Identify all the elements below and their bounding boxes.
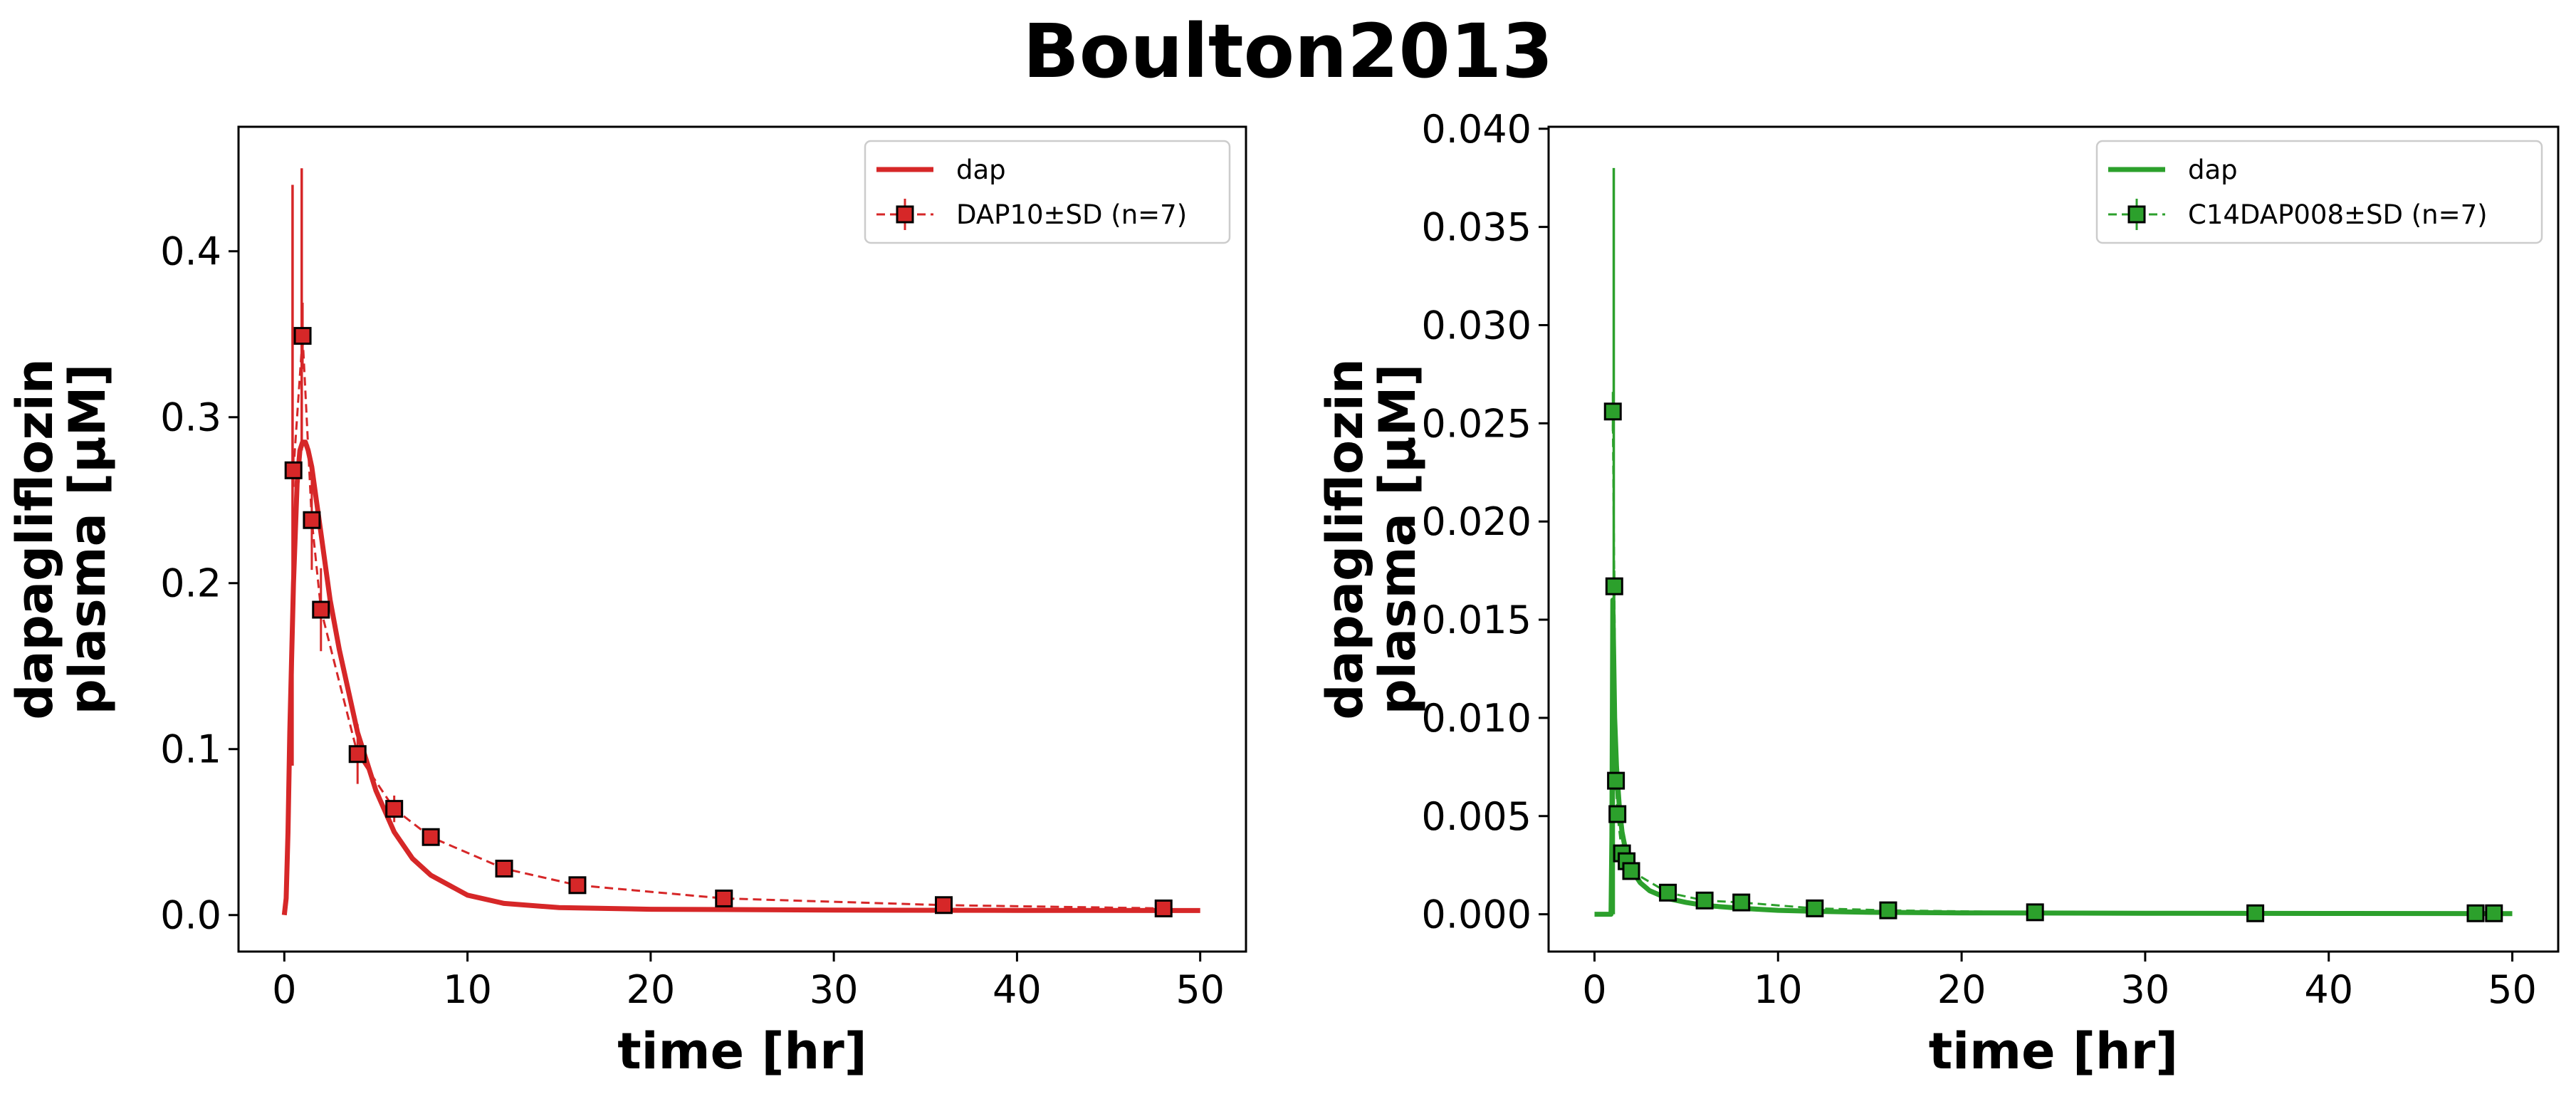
y-axis-label: dapagliflozinplasma [µM] <box>6 358 117 719</box>
y-tick-label: 0.010 <box>1421 696 1532 741</box>
data-point <box>303 511 321 529</box>
data-point <box>2246 904 2265 922</box>
axes-frame <box>1547 125 2560 953</box>
y-tick-label: 0.005 <box>1421 794 1532 839</box>
data-point <box>1605 577 1623 595</box>
y-tick-label: 0.2 <box>160 561 221 606</box>
legend-label-model: dap <box>2188 155 2238 185</box>
data-point <box>2466 904 2485 922</box>
data-point <box>935 896 953 915</box>
y-tick-label: 0.020 <box>1421 499 1532 544</box>
data-point <box>715 889 733 907</box>
x-tick-label: 50 <box>1176 967 1225 1012</box>
data-point <box>568 876 587 895</box>
legend-label-observed: DAP10±SD (n=7) <box>956 199 1187 230</box>
x-tick-label: 0 <box>272 967 296 1012</box>
data-point <box>1622 862 1640 880</box>
x-axis-label: time [hr] <box>617 1022 867 1080</box>
observed-line <box>292 335 1164 910</box>
data-point <box>1806 899 1824 917</box>
data-point <box>1608 805 1627 823</box>
legend-marker <box>2127 205 2146 224</box>
data-point <box>1732 893 1751 912</box>
x-tick-label: 40 <box>993 967 1042 1012</box>
data-point <box>1603 402 1622 421</box>
observed-line <box>1611 411 2494 915</box>
y-axis-label-line: dapagliflozin <box>1316 358 1374 719</box>
data-point <box>385 800 404 818</box>
y-axis-label-line: plasma [µM] <box>58 364 117 715</box>
x-tick-label: 50 <box>2488 967 2537 1012</box>
x-tick-label: 10 <box>443 967 492 1012</box>
legend-box <box>2095 140 2543 244</box>
y-axis-label: dapagliflozinplasma [µM] <box>1316 358 1427 719</box>
data-point <box>495 860 513 878</box>
model-curve-dap <box>1594 598 2513 917</box>
data-point <box>1659 883 1677 902</box>
data-point <box>1879 901 1897 920</box>
y-tick-label: 0.1 <box>160 727 221 772</box>
data-point <box>422 828 440 846</box>
figure-title: Boulton2013 <box>1022 8 1553 95</box>
data-point <box>2026 903 2044 922</box>
data-point <box>1695 891 1714 910</box>
data-point <box>2485 904 2503 922</box>
y-tick-label: 0.025 <box>1421 401 1532 446</box>
x-tick-label: 30 <box>810 967 859 1012</box>
x-axis-label: time [hr] <box>1929 1022 2179 1080</box>
chart-panel-right: 0 10 20 30 40 50 0.000 0.005 0.010 0.015 0.020 0.02… <box>1316 107 2560 1080</box>
y-tick-label: 0.030 <box>1421 303 1532 348</box>
y-tick-label: 0.015 <box>1421 598 1532 642</box>
data-point <box>312 600 330 619</box>
x-tick-label: 40 <box>2304 967 2353 1012</box>
legend-label-model: dap <box>956 155 1006 185</box>
plot-area <box>1594 167 2513 922</box>
x-tick-label: 10 <box>1754 967 1803 1012</box>
y-tick-label: 0.4 <box>160 229 221 274</box>
legend: dap C14DAP008±SD (n=7) <box>2095 140 2543 244</box>
legend-label-observed: C14DAP008±SD (n=7) <box>2188 199 2488 230</box>
x-tick-label: 20 <box>627 967 676 1012</box>
chart-panel-left: 0 10 20 30 40 50 0.0 0.1 0.2 0.3 0.4 time [hr] dapag… <box>6 125 1247 1080</box>
y-tick-label: 0.040 <box>1421 107 1532 152</box>
data-point <box>348 745 367 764</box>
y-tick-label: 0.000 <box>1421 892 1532 937</box>
legend-marker <box>896 205 914 224</box>
y-axis-label-line: dapagliflozin <box>6 358 64 719</box>
y-tick-label: 0.0 <box>160 893 221 938</box>
data-point <box>284 461 303 479</box>
x-tick-label: 20 <box>1937 967 1986 1012</box>
legend-box <box>864 140 1231 244</box>
legend: dap DAP10±SD (n=7) <box>864 140 1231 244</box>
plot-area <box>281 168 1200 917</box>
data-point <box>1607 771 1625 790</box>
data-point <box>293 327 312 345</box>
y-axis-label-line: plasma [µM] <box>1368 364 1427 715</box>
x-tick-label: 0 <box>1582 967 1606 1012</box>
y-tick-label: 0.3 <box>160 395 221 440</box>
model-curve-dap <box>281 439 1200 916</box>
data-point <box>1154 899 1173 917</box>
axes-frame <box>237 125 1247 953</box>
x-tick-label: 30 <box>2121 967 2170 1012</box>
y-tick-label: 0.035 <box>1421 205 1532 250</box>
